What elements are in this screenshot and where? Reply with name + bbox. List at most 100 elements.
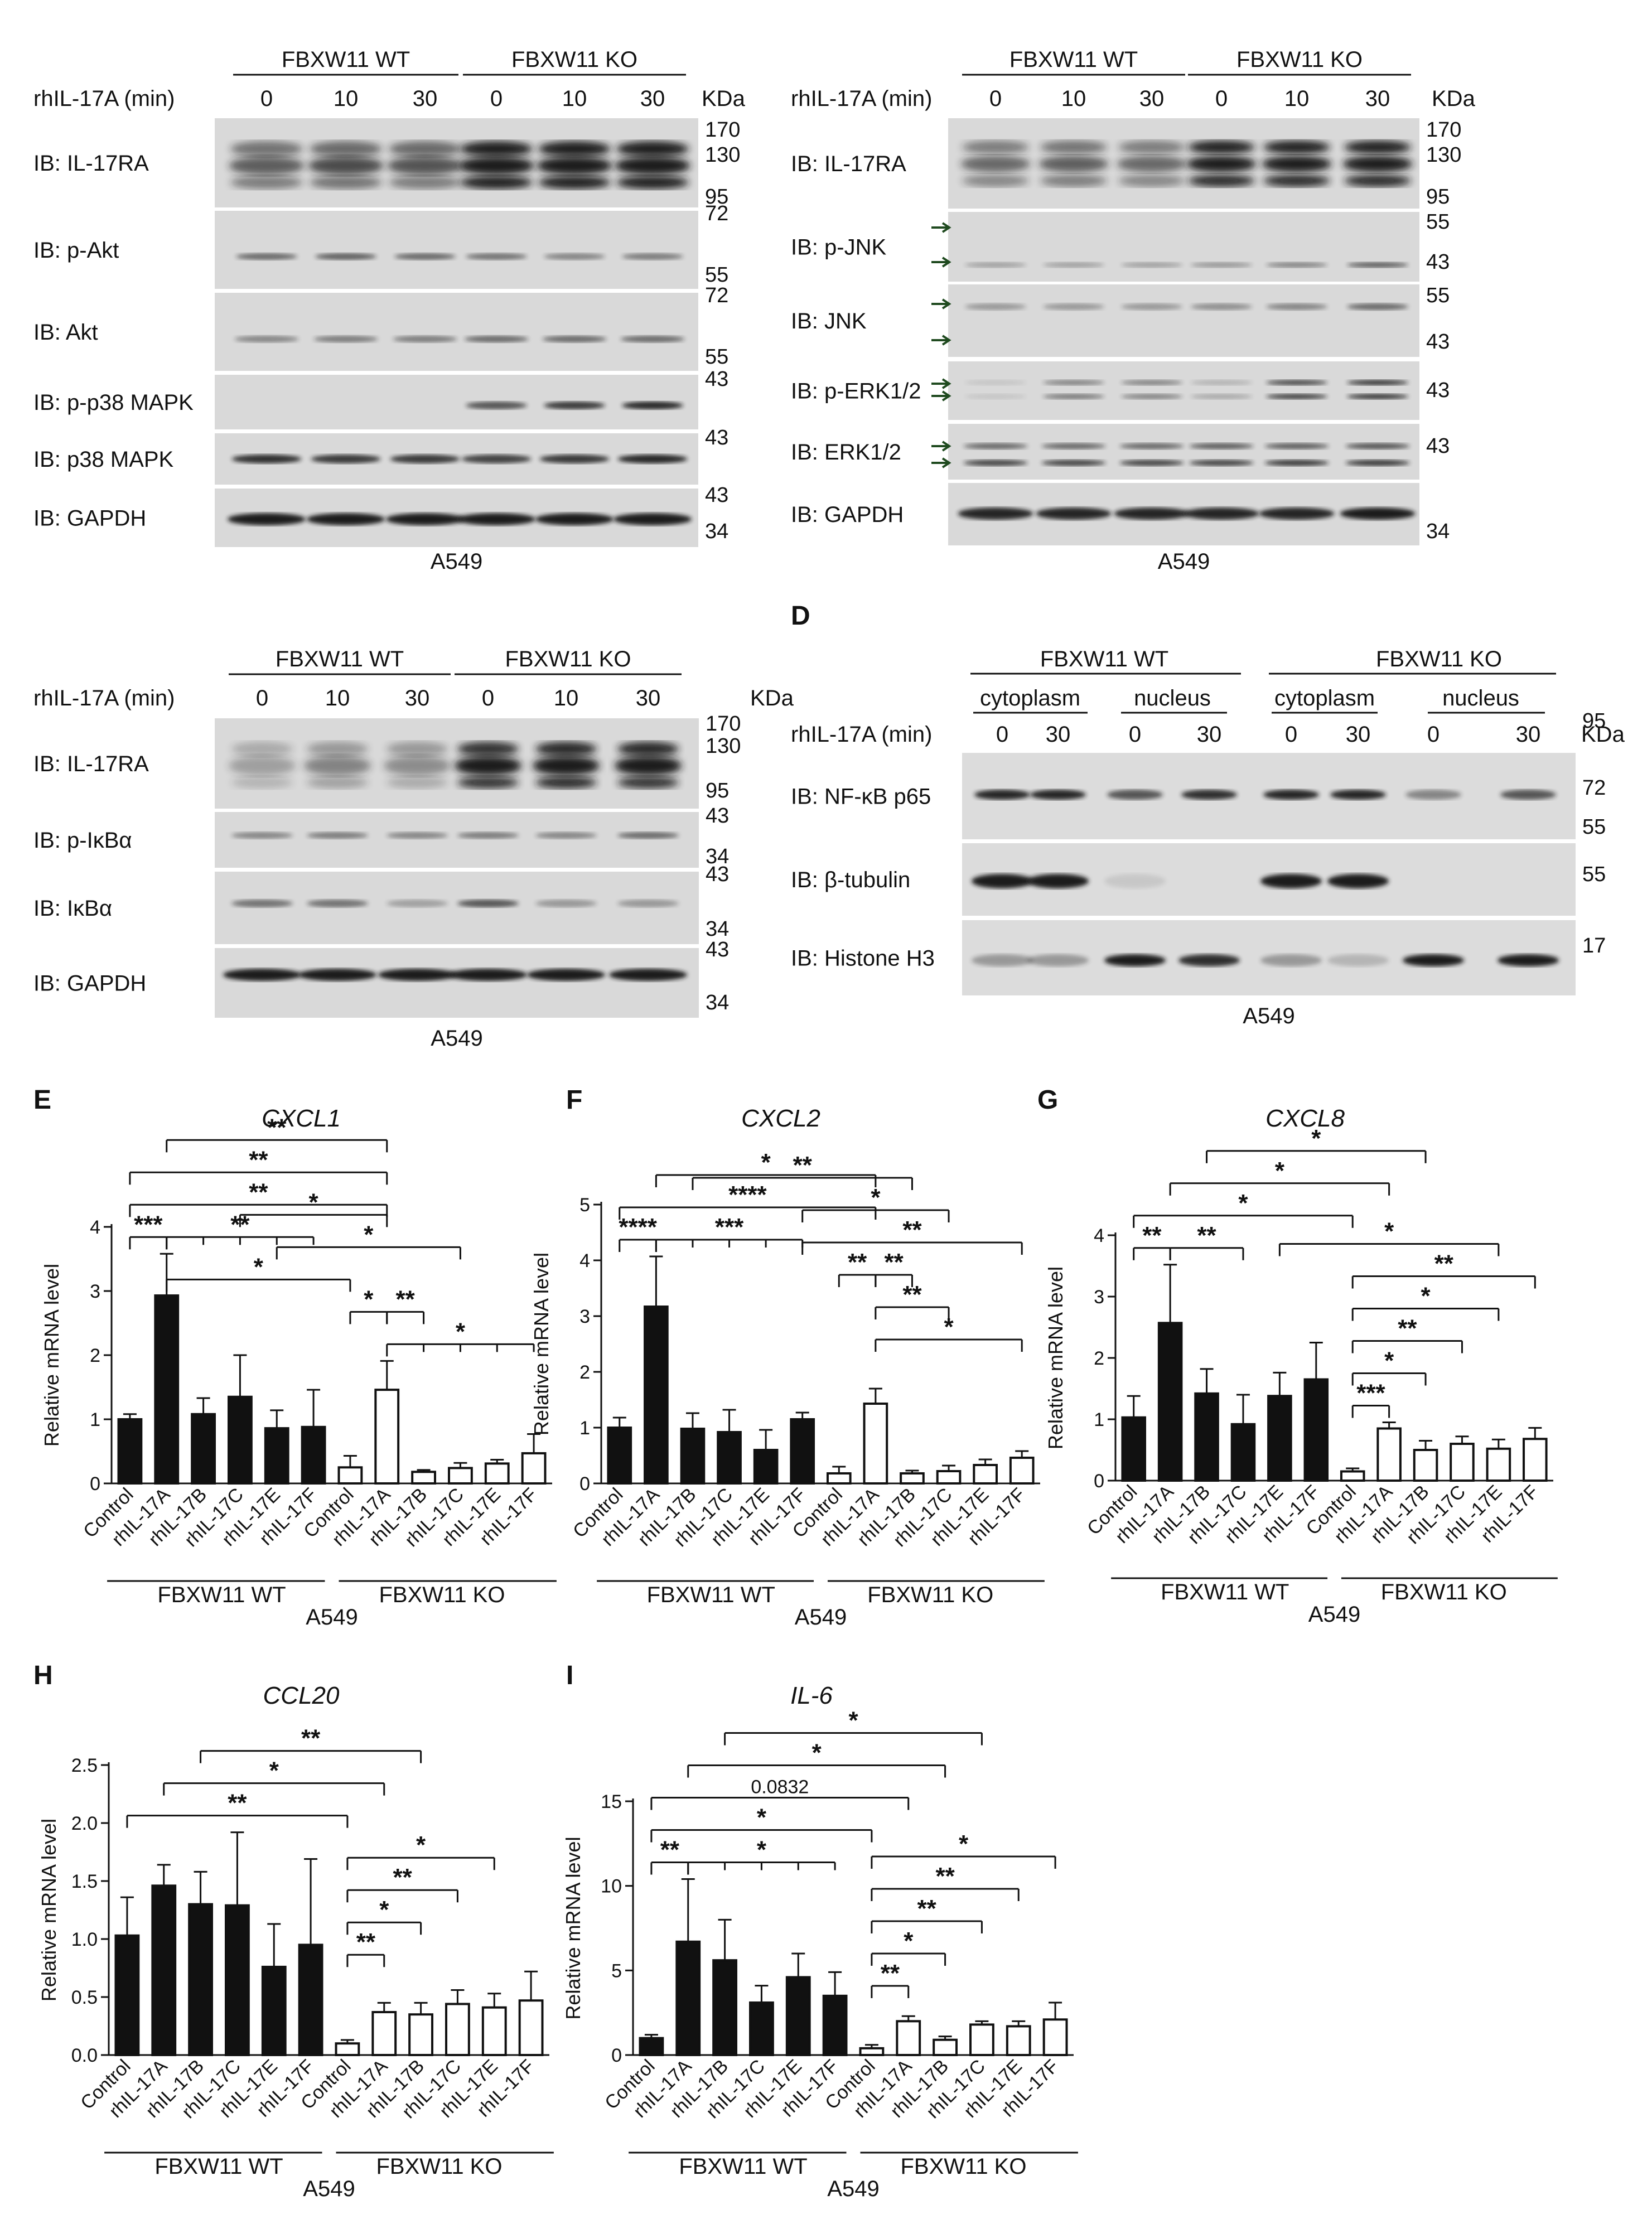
blot-band bbox=[307, 742, 368, 756]
sig-label: * bbox=[254, 1253, 264, 1280]
cell-line-label: A549 bbox=[795, 1605, 847, 1630]
chart-title: CXCL2 bbox=[741, 1105, 820, 1132]
blot-band bbox=[1266, 303, 1327, 310]
blot-band bbox=[965, 394, 1026, 399]
blot-band bbox=[298, 969, 376, 981]
bar-g-2 bbox=[1194, 1392, 1219, 1482]
blot-band bbox=[539, 455, 610, 463]
sig-label: * bbox=[309, 1188, 319, 1216]
blot-band bbox=[231, 742, 293, 756]
mw-marker: 55 bbox=[705, 345, 728, 369]
blot-band bbox=[535, 832, 597, 839]
bar-e-2 bbox=[191, 1413, 216, 1485]
bar-g-5 bbox=[1303, 1378, 1329, 1482]
y-tick-label: 3 bbox=[90, 1281, 100, 1302]
kda-label: KDa bbox=[750, 686, 794, 710]
bar-f-6 bbox=[826, 1472, 852, 1485]
blot-band bbox=[1264, 443, 1329, 449]
bar-f-4 bbox=[753, 1449, 779, 1485]
cell-line-label: A549 bbox=[827, 2177, 879, 2201]
blot-band bbox=[1340, 507, 1416, 520]
blot-band bbox=[1263, 790, 1319, 800]
bar-e-4 bbox=[264, 1427, 289, 1485]
band-arrow-icon bbox=[931, 335, 951, 346]
blot-band bbox=[461, 455, 532, 463]
blot-band bbox=[457, 513, 535, 525]
blot-band bbox=[1030, 790, 1086, 800]
mw-marker: 130 bbox=[1426, 143, 1461, 167]
blot-band bbox=[1027, 954, 1089, 966]
time-label: 30 bbox=[1516, 722, 1541, 747]
sig-label: * bbox=[944, 1313, 954, 1341]
blot-band bbox=[1119, 443, 1184, 449]
bar-f-9 bbox=[936, 1470, 962, 1485]
y-tick-label: 5 bbox=[579, 1195, 590, 1216]
blot-row-label: IB: GAPDH bbox=[33, 971, 146, 996]
y-tick-label: 10 bbox=[601, 1876, 622, 1897]
bar-i-8 bbox=[933, 2038, 958, 2056]
blot-band bbox=[1041, 443, 1106, 449]
blot-row-label: IB: IκBα bbox=[33, 896, 112, 921]
band-arrow-icon bbox=[931, 378, 951, 389]
group-label-wt: FBXW11 WT bbox=[282, 47, 410, 72]
time-label: 30 bbox=[1346, 722, 1371, 747]
bar-g-11 bbox=[1523, 1438, 1548, 1482]
blot-band bbox=[1188, 175, 1255, 187]
mw-marker: 43 bbox=[705, 368, 728, 391]
sig-label: * bbox=[761, 1149, 771, 1176]
y-tick-label: 4 bbox=[1094, 1225, 1104, 1246]
bar-i-0 bbox=[639, 2037, 664, 2057]
sig-label: * bbox=[364, 1285, 374, 1313]
time-label: 0 bbox=[482, 686, 494, 710]
bar-h-7 bbox=[371, 2011, 397, 2057]
time-label: 0 bbox=[1427, 722, 1440, 747]
time-label: 10 bbox=[562, 86, 587, 111]
blot-band bbox=[544, 402, 605, 409]
sig-label: ** bbox=[917, 1895, 937, 1922]
sig-label: ** bbox=[1142, 1222, 1162, 1249]
time-label: 30 bbox=[640, 86, 665, 111]
blot-band bbox=[617, 832, 679, 839]
bar-e-6 bbox=[337, 1466, 363, 1485]
bar-g-9 bbox=[1450, 1443, 1475, 1482]
cell-line-label: A549 bbox=[303, 2177, 355, 2201]
mw-marker: 34 bbox=[706, 991, 729, 1014]
blot-band bbox=[1347, 303, 1408, 310]
time-label: 0 bbox=[1129, 722, 1141, 747]
blot-band bbox=[387, 776, 448, 789]
sig-label: * bbox=[456, 1318, 466, 1345]
fraction-label: cytoplasm bbox=[1274, 686, 1375, 710]
blot-band bbox=[1027, 874, 1089, 888]
bar-f-7 bbox=[863, 1403, 888, 1485]
y-tick-label: 0 bbox=[1094, 1471, 1104, 1492]
blot-band bbox=[960, 156, 1031, 172]
blot-band bbox=[1118, 141, 1185, 154]
time-label: 0 bbox=[1215, 86, 1228, 111]
time-label: 10 bbox=[554, 686, 579, 710]
bar-h-0 bbox=[114, 1934, 140, 2057]
y-tick-label: 2 bbox=[579, 1362, 590, 1383]
bar-g-3 bbox=[1230, 1423, 1256, 1482]
blot-band bbox=[1260, 874, 1322, 888]
mw-marker: 43 bbox=[1426, 379, 1450, 402]
blot-band bbox=[393, 336, 457, 342]
bar-g-0 bbox=[1121, 1416, 1146, 1482]
blot-band bbox=[1104, 874, 1166, 888]
sig-label: ** bbox=[881, 1960, 900, 1987]
blot-band bbox=[617, 455, 688, 463]
band-arrow-icon bbox=[931, 298, 951, 310]
band-arrow-icon bbox=[931, 441, 951, 452]
cell-line-label: A549 bbox=[1243, 1004, 1294, 1028]
y-tick-label: 0 bbox=[611, 2045, 622, 2066]
bar-f-5 bbox=[790, 1418, 815, 1485]
cell-line-label: A549 bbox=[431, 549, 482, 574]
blot-band bbox=[617, 742, 679, 756]
sig-label: ** bbox=[301, 1725, 321, 1752]
blot-band bbox=[1347, 262, 1408, 268]
group-label-wt: FBXW11 WT bbox=[276, 647, 404, 671]
blot-band bbox=[617, 900, 679, 907]
blot-band bbox=[1104, 954, 1166, 966]
bar-e-5 bbox=[301, 1425, 326, 1485]
chart-title: CXCL8 bbox=[1265, 1105, 1345, 1132]
mw-marker: 43 bbox=[706, 804, 729, 828]
